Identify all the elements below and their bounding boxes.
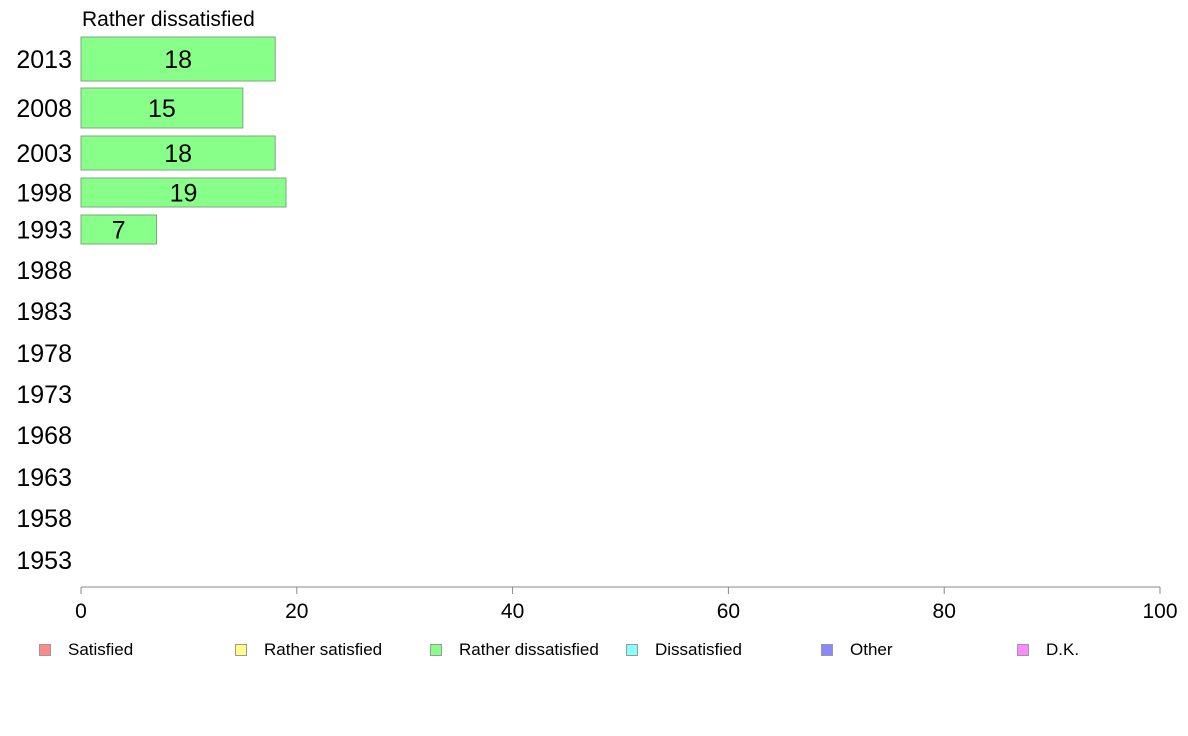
chart-title: Rather dissatisfied [82, 8, 255, 31]
bar [80, 36, 276, 82]
legend: Satisfied Rather satisfied Rather dissatis… [0, 638, 1188, 662]
y-tick-label: 2013 [16, 46, 72, 74]
bar [80, 214, 158, 245]
x-tick-label: 80 [933, 600, 956, 623]
bar [80, 87, 244, 129]
y-tick-label: 1973 [16, 381, 72, 409]
legend-item: Rather satisfied [235, 638, 382, 662]
y-tick-label: 1993 [16, 217, 72, 245]
legend-item: Satisfied [39, 638, 133, 662]
legend-label: Rather satisfied [264, 640, 383, 659]
y-tick-label: 2003 [16, 140, 72, 168]
y-tick-label: 1953 [16, 547, 72, 575]
y-tick-label: 1988 [16, 257, 72, 285]
bar [80, 177, 287, 208]
y-tick-label: 1963 [16, 464, 72, 492]
bar-value-label: 7 [112, 217, 126, 245]
legend-item: D.K. [1017, 638, 1079, 662]
bar-value-label: 18 [164, 46, 192, 74]
legend-swatch [235, 644, 247, 656]
y-tick-label: 2008 [16, 95, 72, 123]
bar-value-label: 15 [148, 95, 176, 123]
legend-label: D.K. [1046, 640, 1080, 659]
bar-value-label: 19 [170, 180, 198, 208]
legend-label: Rather dissatisfied [459, 640, 599, 659]
legend-swatch [430, 644, 442, 656]
legend-label: Dissatisfied [655, 640, 742, 659]
legend-swatch [39, 644, 51, 656]
legend-item: Rather dissatisfied [430, 638, 599, 662]
y-tick-label: 1978 [16, 340, 72, 368]
x-tick-label: 20 [285, 600, 308, 623]
x-axis-ticks: 0 20 40 60 80 100 [75, 587, 1178, 623]
x-tick-label: 0 [75, 600, 87, 623]
legend-label: Satisfied [68, 640, 134, 659]
y-tick-label: 1958 [16, 505, 72, 533]
legend-swatch [1017, 644, 1029, 656]
legend-swatch [821, 644, 833, 656]
bar-labels: 18 15 18 19 7 [112, 46, 198, 245]
y-tick-label: 1968 [16, 422, 72, 450]
bar-value-label: 18 [164, 140, 192, 168]
x-tick-label: 100 [1142, 600, 1177, 623]
x-tick-label: 40 [501, 600, 524, 623]
y-tick-label: 1983 [16, 298, 72, 326]
bars [80, 36, 287, 245]
legend-item: Dissatisfied [626, 638, 742, 662]
y-axis-labels: 2013 2008 2003 1998 1993 1988 1983 1978 1973 1968… [16, 46, 72, 575]
x-tick-label: 60 [717, 600, 740, 623]
legend-label: Other [850, 640, 893, 659]
legend-item: Other [821, 638, 893, 662]
bar [80, 135, 276, 171]
y-tick-label: 1998 [16, 180, 72, 208]
legend-swatch [626, 644, 638, 656]
